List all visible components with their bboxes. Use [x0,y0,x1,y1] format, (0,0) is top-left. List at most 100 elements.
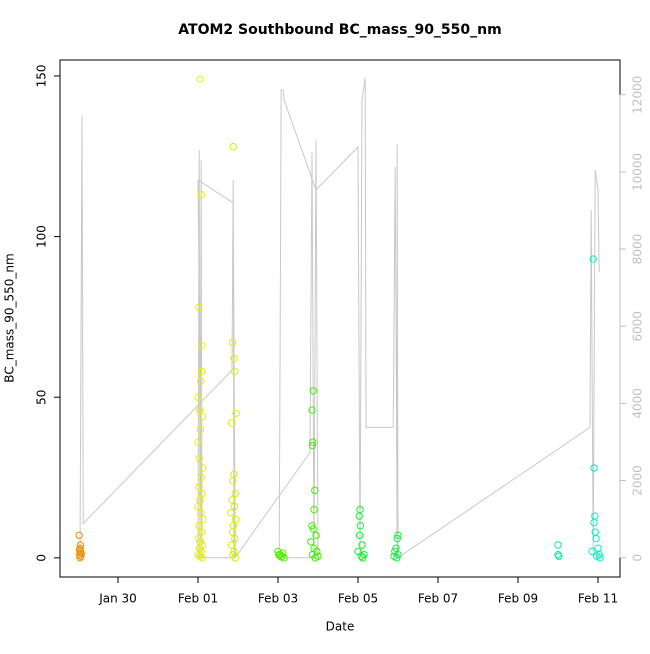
y2-tick-label: 2000 [631,465,645,496]
point [228,528,237,536]
point [308,522,316,530]
point [76,554,84,562]
point [356,522,365,530]
point [592,534,600,543]
point [195,522,203,530]
point [312,531,320,540]
point [194,438,202,446]
point [197,509,205,517]
point [198,412,207,421]
point [198,489,206,498]
point [555,552,563,560]
x-tick-label: Feb 03 [258,592,298,606]
line-series [79,77,600,560]
point [230,502,239,511]
point [195,303,203,311]
point [275,551,284,559]
point [76,541,85,549]
point [195,483,203,491]
x-tick-label: Jan 30 [98,592,137,606]
point [197,377,205,385]
point [308,441,317,450]
point [311,486,319,495]
point [229,477,237,485]
point [311,554,319,562]
y-tick-label: 150 [35,64,49,87]
point [309,387,317,395]
point [196,552,204,560]
y-tick-label: 0 [35,554,49,562]
point [230,354,238,363]
x-tick-label: Feb 05 [338,592,378,606]
point [554,541,562,549]
y-tick-label: 50 [35,390,49,405]
point [231,534,239,543]
point [75,531,83,540]
point [194,502,202,511]
point [231,367,239,376]
point [196,75,204,83]
point [308,406,316,414]
y2-tick-label: 8000 [631,234,645,265]
point [194,393,202,401]
point [229,142,237,151]
point [196,425,205,434]
point [228,496,236,504]
y2-tick-label: 10000 [631,153,645,191]
x-tick-label: Feb 11 [578,592,618,606]
point [198,554,206,562]
y-tick-label: 100 [35,225,49,248]
point [199,515,207,523]
point [197,367,206,376]
point [358,541,366,549]
x-axis-label: Date [326,620,355,634]
point [197,473,205,482]
point [392,544,400,552]
point [232,409,240,417]
point [228,338,237,347]
point [357,552,365,560]
point [307,538,315,546]
point [227,509,235,517]
point [198,342,206,350]
x-tick-label: Feb 07 [418,592,458,606]
point [589,255,597,263]
y2-tick-label: 4000 [631,388,645,419]
point [588,547,596,556]
point [590,518,598,527]
point [196,496,204,504]
point [590,464,598,472]
point [197,191,205,199]
x-tick-label: Feb 09 [498,592,538,606]
point [195,454,203,462]
y2-tick-label: 6000 [631,311,645,342]
point [596,554,604,562]
point [355,531,364,540]
point [310,505,318,514]
point [355,512,363,520]
point [393,534,401,543]
point [277,553,285,561]
point [75,546,84,554]
point [394,550,402,559]
point [231,489,239,498]
point [231,554,239,562]
point [359,554,367,562]
y-axis-label: BC_mass_90_550_nm [3,253,17,382]
point [309,438,317,446]
point [309,525,317,533]
chart-title: ATOM2 Southbound BC_mass_90_550_nm [178,22,501,38]
x-tick-label: Feb 01 [178,592,218,606]
point [275,550,283,559]
point [195,406,204,414]
point [199,464,207,472]
point [394,531,402,540]
point [393,554,401,562]
point [227,419,236,427]
point [231,515,240,523]
y2-tick-label: 0 [631,554,645,562]
point [227,541,236,549]
